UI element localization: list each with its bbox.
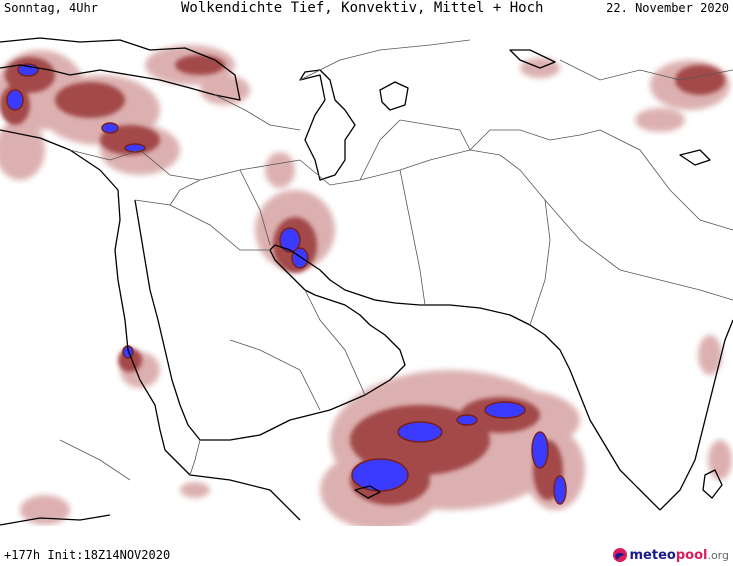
run-info: +177h Init:18Z14NOV2020 (4, 548, 171, 562)
map-title: Wolkendichte Tief, Konvektiv, Mittel + H… (181, 0, 544, 16)
footer-bar: +177h Init:18Z14NOV2020 meteopool.org (0, 540, 733, 566)
country-borders (59, 39, 733, 481)
cloud-density-map (0, 37, 733, 526)
logo-text: meteopool.org (629, 547, 730, 563)
meteopool-logo[interactable]: meteopool.org (612, 545, 730, 565)
forecast-day-time: Sonntag, 4Uhr (4, 1, 98, 15)
logo-globe-icon (612, 548, 627, 562)
forecast-date: 22. November 2020 (606, 1, 729, 15)
convective-layer (6, 63, 567, 505)
coastlines (0, 37, 733, 526)
header-bar: Sonntag, 4Uhr Wolkendichte Tief, Konvekt… (0, 0, 733, 20)
